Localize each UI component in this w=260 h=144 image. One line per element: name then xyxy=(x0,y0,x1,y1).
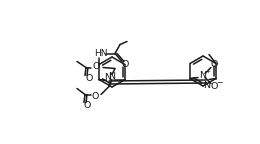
Text: O: O xyxy=(91,92,99,101)
Text: HN: HN xyxy=(94,49,108,58)
Text: N: N xyxy=(204,82,211,90)
Text: O: O xyxy=(210,60,218,69)
Text: O: O xyxy=(210,82,218,91)
Text: −: − xyxy=(216,78,222,87)
Text: O: O xyxy=(92,62,100,71)
Text: +: + xyxy=(205,69,211,74)
Text: N: N xyxy=(105,73,112,83)
Text: N: N xyxy=(108,72,115,81)
Text: O: O xyxy=(83,101,91,110)
Text: O: O xyxy=(121,60,129,69)
Text: O: O xyxy=(85,74,93,83)
Text: N: N xyxy=(199,71,206,80)
